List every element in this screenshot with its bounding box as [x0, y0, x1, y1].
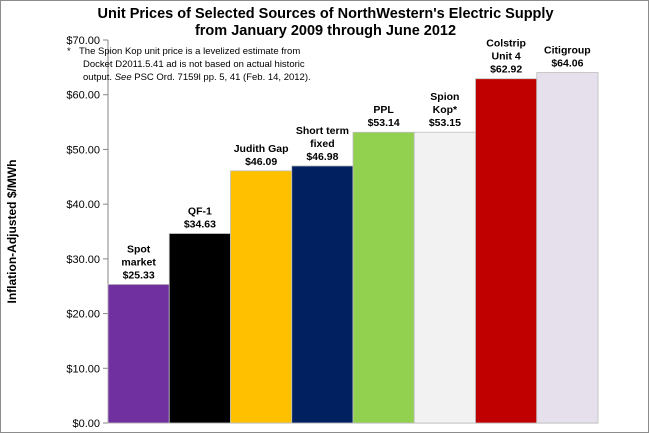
bar-ppl — [352, 131, 415, 424]
bar-category-label: QF-1 — [188, 206, 212, 218]
bar-category-label: market — [121, 256, 156, 268]
y-tick-label: $20.00 — [66, 309, 100, 321]
bar-value-label: $64.06 — [551, 58, 583, 70]
bar-category-label: Judith Gap — [234, 143, 289, 155]
y-axis-label: Inflation-Adjusted $/MWh — [5, 160, 19, 304]
y-tick-label: $0.00 — [72, 418, 100, 430]
bar-category-label: Kop* — [433, 104, 458, 116]
bar-category-label: Short term — [296, 125, 349, 137]
bar-value-label: $34.63 — [184, 219, 216, 231]
y-tick-label: $50.00 — [66, 144, 100, 156]
footnote-line-3: output. See PSC Ord. 7159l pp. 5, 41 (Fe… — [83, 72, 311, 83]
bar-category-label: Spot — [127, 243, 151, 255]
footnote-marker: * — [67, 46, 71, 57]
bar-category-label: Spion — [430, 91, 459, 103]
bar-citigroup — [536, 72, 599, 424]
footnote-see-italic: See — [114, 72, 132, 83]
bar-category-label: Citigroup — [544, 45, 591, 57]
bar-qf-1 — [168, 233, 231, 424]
footnote-annotation: * The Spion Kop unit price is a levelize… — [67, 45, 367, 84]
bar-category-label: Colstrip — [486, 38, 526, 50]
bar-spion-kop- — [413, 131, 476, 424]
footnote-line-1: The Spion Kop unit price is a levelized … — [79, 46, 301, 57]
chart-title-line-1: Unit Prices of Selected Sources of North… — [97, 6, 554, 22]
bar-value-label: $53.14 — [368, 117, 400, 129]
footnote-line-2: Docket D2011.5.41 ad is not based on act… — [83, 59, 305, 70]
bar-category-label: fixed — [310, 138, 335, 150]
bar-colstrip-unit-4 — [475, 78, 538, 424]
y-tick-label: $60.00 — [66, 90, 100, 102]
y-tick-label: $70.00 — [66, 35, 100, 47]
chart-title-line-2: from January 2009 through June 2012 — [194, 23, 457, 39]
bar-value-label: $46.09 — [245, 156, 277, 168]
bar-value-label: $53.15 — [429, 117, 461, 129]
bar-category-label: PPL — [373, 104, 394, 116]
bar-spot-market — [107, 284, 170, 424]
bar-value-label: $46.98 — [306, 151, 338, 163]
bar-value-label: $62.92 — [490, 64, 522, 76]
y-tick-label: $30.00 — [66, 254, 100, 266]
bar-value-label: $25.33 — [123, 269, 155, 281]
y-tick-label: $10.00 — [66, 363, 100, 375]
y-tick-label: $40.00 — [66, 199, 100, 211]
bar-short-term-fixed — [291, 165, 354, 424]
chart-title: Unit Prices of Selected Sources of North… — [1, 6, 649, 40]
bar-category-label: Unit 4 — [492, 51, 521, 63]
bar-judith-gap — [230, 170, 293, 424]
